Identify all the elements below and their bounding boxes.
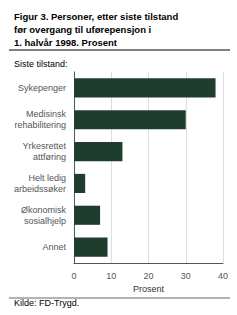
svg-text:Annet: Annet xyxy=(42,242,66,252)
svg-text:Økonomisk: Økonomisk xyxy=(21,205,67,215)
svg-text:Helt ledig: Helt ledig xyxy=(28,173,66,183)
svg-text:1. halvår 1998. Prosent: 1. halvår 1998. Prosent xyxy=(14,37,118,48)
svg-text:0: 0 xyxy=(71,271,76,281)
svg-text:10: 10 xyxy=(106,271,116,281)
svg-text:Figur 3. Personer, etter siste: Figur 3. Personer, etter siste tilstand xyxy=(14,11,178,22)
svg-text:Siste tilstand:: Siste tilstand: xyxy=(14,59,68,69)
svg-text:20: 20 xyxy=(143,271,153,281)
svg-text:før overgang til uførepensjon: før overgang til uførepensjon i xyxy=(14,24,151,35)
svg-text:sosialhjelp: sosialhjelp xyxy=(24,216,66,226)
svg-text:arbeidssøker: arbeidssøker xyxy=(14,184,66,194)
svg-text:Sykepenger: Sykepenger xyxy=(18,83,66,93)
svg-text:40: 40 xyxy=(218,271,228,281)
svg-text:30: 30 xyxy=(181,271,191,281)
svg-text:Medisinsk: Medisinsk xyxy=(26,109,67,119)
svg-text:Prosent: Prosent xyxy=(133,284,165,294)
svg-text:Kilde: FD-Trygd.: Kilde: FD-Trygd. xyxy=(14,298,79,308)
svg-text:rehabilitering: rehabilitering xyxy=(14,120,66,130)
svg-text:attføring: attføring xyxy=(33,152,66,162)
svg-text:Yrkesrettet: Yrkesrettet xyxy=(22,141,66,151)
